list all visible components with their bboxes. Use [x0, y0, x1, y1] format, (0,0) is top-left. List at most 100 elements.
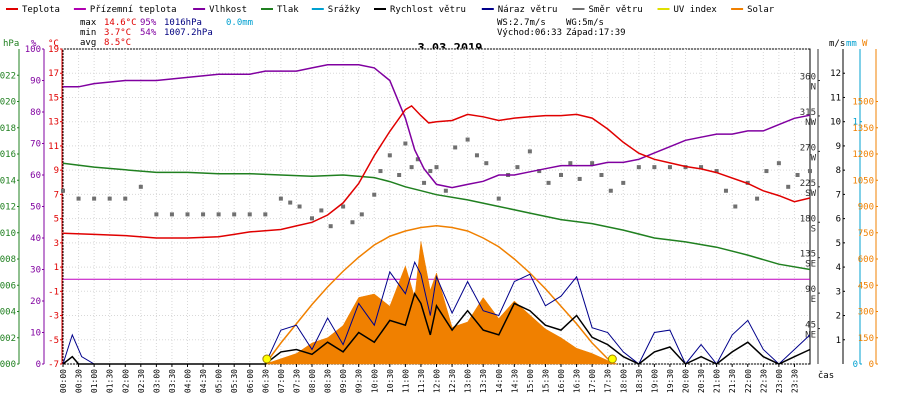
wind-direction-point [474, 153, 479, 158]
x-tick-label-34: 17:00 [588, 369, 597, 393]
legend-label-9: Solar [747, 5, 775, 15]
wind-direction-point [297, 204, 302, 209]
legend-label-7: Směr větru [589, 5, 643, 15]
x-tick-label-25: 12:30 [448, 369, 457, 393]
left-tick-label-1-8: 80 [30, 108, 41, 118]
right-tick-label-1-3: 4 [836, 263, 841, 273]
wind-direction-point [216, 212, 221, 217]
wind-direction-point [608, 188, 613, 193]
x-tick-label-44: 22:00 [744, 369, 753, 393]
legend-label-2: Vlhkost [209, 5, 247, 15]
wind-direction-point [636, 165, 641, 170]
left-tick-label-1-4: 40 [30, 234, 41, 244]
left-tick-label-1-9: 90 [30, 77, 41, 87]
x-tick-label-15: 07:30 [292, 369, 301, 393]
x-tick-label-4: 02:00 [121, 369, 130, 393]
right-tick-label-3-7: 1050 [852, 176, 874, 186]
wind-direction-point [795, 173, 800, 177]
wind-direction-point [409, 165, 414, 170]
stats-avg-label: avg [80, 38, 96, 48]
wind-direction-point [699, 165, 704, 170]
right-tick-dir-0-3: S [811, 224, 816, 234]
wind-direction-point [484, 161, 489, 166]
legend-label-5: Rychlost větru [390, 5, 466, 15]
right-tick-label-1-4: 5 [836, 239, 841, 249]
left-tick-label-1-7: 70 [30, 140, 41, 150]
left-tick-label-2-7: 7 [54, 190, 59, 200]
left-tick-label-2-2: -3 [48, 312, 59, 322]
right-tick-label-3-2: 300 [858, 308, 874, 318]
x-tick-label-5: 02:30 [137, 369, 146, 393]
legend-label-4: Srážky [328, 5, 361, 15]
right-axis-unit-2: mm [846, 39, 857, 49]
left-tick-label-1-1: 10 [30, 329, 41, 339]
series-temperature [62, 104, 811, 239]
left-axis-unit-2: °C [48, 39, 59, 49]
info-sunrise: Východ:06:33 [497, 28, 562, 38]
right-tick-label-3-1: 150 [858, 334, 874, 344]
series-pressure [62, 162, 811, 271]
right-tick-label-3-8: 1200 [852, 150, 874, 160]
left-tick-label-0-8: 1016 [0, 150, 16, 160]
stats-max-temp: 14.6°C [104, 18, 137, 28]
wind-direction-point [434, 165, 439, 170]
left-tick-label-1-3: 30 [30, 266, 41, 276]
left-tick-label-0-0: 1000 [0, 360, 16, 370]
right-tick-label-2-1: 1 [853, 118, 858, 128]
x-tick-label-7: 03:30 [168, 369, 177, 393]
right-axis-unit-3: W [862, 39, 868, 49]
wind-direction-point [755, 196, 760, 201]
wind-direction-point [496, 196, 501, 201]
right-tick-label-1-10: 11 [830, 93, 841, 103]
x-tick-label-42: 21:00 [713, 369, 722, 393]
x-tick-label-47: 23:30 [790, 369, 799, 393]
wind-direction-point [232, 212, 237, 217]
wind-direction-point [577, 176, 582, 181]
right-tick-dir-0-5: W [811, 153, 817, 163]
x-tick-label-17: 08:30 [324, 369, 333, 393]
x-tick-label-32: 16:00 [557, 369, 566, 393]
right-tick-label-3-9: 1350 [852, 124, 874, 134]
wind-direction-point [263, 212, 268, 217]
x-tick-label-43: 21:30 [728, 369, 737, 393]
wind-direction-point [403, 141, 408, 146]
wind-direction-point [138, 184, 143, 189]
right-tick-label-1-2: 3 [836, 287, 841, 297]
series-solar-theoretical [264, 224, 615, 365]
right-tick-label-3-4: 600 [858, 255, 874, 265]
x-tick-label-2: 01:00 [90, 369, 99, 393]
stats-max-label: max [80, 18, 97, 28]
x-tick-label-36: 18:00 [619, 369, 628, 393]
right-tick-label-0-1: 90 [805, 285, 816, 295]
right-tick-dir-0-6: NW [805, 118, 816, 128]
right-tick-dir-0-0: NE [805, 331, 816, 341]
right-tick-label-0-2: 135 [800, 250, 816, 260]
left-axis-unit-1: % [31, 39, 37, 49]
right-tick-label-1-7: 8 [836, 166, 841, 176]
wind-direction-point [350, 220, 355, 225]
right-tick-dir-0-4: SW [805, 189, 816, 199]
left-tick-label-2-13: 19 [48, 45, 59, 55]
x-tick-label-45: 22:30 [759, 369, 768, 393]
series-solar-area [265, 241, 618, 365]
wind-direction-point [786, 184, 791, 189]
wind-direction-point [652, 165, 657, 170]
wind-direction-point [621, 180, 626, 185]
wind-direction-point [397, 173, 402, 177]
wind-direction-point [387, 153, 392, 158]
wind-direction-point [107, 196, 112, 201]
right-tick-label-2-0: 0 [853, 360, 858, 370]
right-tick-label-3-0: 0 [869, 360, 874, 370]
left-tick-label-1-6: 60 [30, 171, 41, 181]
wind-direction-point [372, 192, 377, 197]
left-tick-label-2-1: -5 [48, 336, 59, 346]
wind-direction-point [247, 212, 252, 217]
left-tick-label-0-6: 1012 [0, 203, 16, 213]
stats-avg-temp: 8.5°C [104, 38, 131, 48]
left-axis-unit-0: hPa [3, 39, 19, 49]
left-tick-label-1-2: 20 [30, 297, 41, 307]
wind-direction-point [61, 188, 65, 193]
x-tick-label-10: 05:00 [215, 369, 224, 393]
x-tick-label-37: 18:30 [635, 369, 644, 393]
x-axis: 00:00 00:30 01:00 01:30 02:00 02:30 03:00 03:30… [59, 364, 834, 393]
